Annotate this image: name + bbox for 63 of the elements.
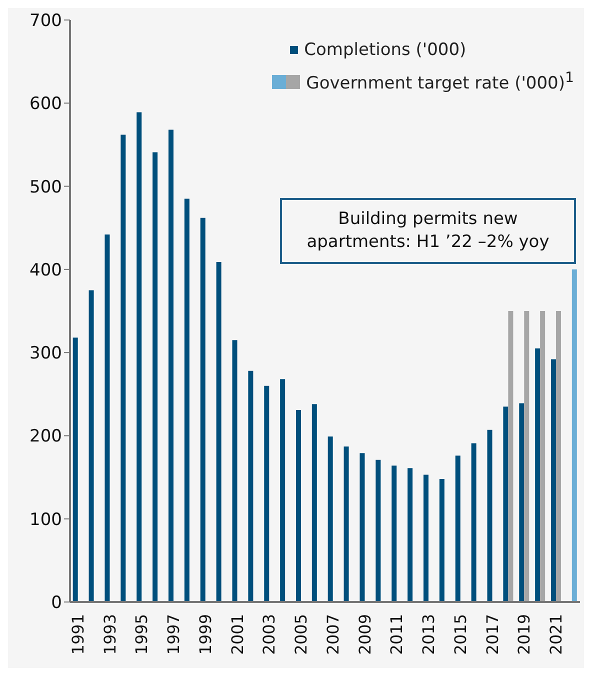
bar [503, 406, 508, 602]
bar [392, 466, 397, 602]
x-tick-label: 1999 [196, 614, 215, 655]
y-tick-label: 0 [51, 593, 62, 614]
x-tick-label: 1997 [164, 614, 184, 655]
bar [120, 134, 126, 602]
x-tick-label: 1993 [100, 614, 120, 655]
y-tick-label: 200 [30, 426, 62, 447]
bar [487, 430, 492, 602]
bar [184, 198, 190, 602]
y-tick-label: 300 [30, 344, 62, 364]
bar [540, 311, 546, 602]
y-tick-label: 600 [30, 94, 62, 114]
legend-label: Completions ('000) [304, 40, 466, 60]
bar [408, 468, 413, 602]
bar [200, 218, 206, 602]
bar [104, 234, 110, 602]
bar [524, 311, 530, 602]
bar [471, 443, 476, 602]
x-tick-label: 2005 [292, 614, 311, 655]
bar [376, 460, 381, 602]
bar [328, 436, 333, 602]
bar [72, 338, 78, 602]
legend-label: Government target rate ('000)$^{1}$ [306, 70, 574, 94]
bar [168, 130, 174, 602]
bar [535, 348, 540, 602]
bar [280, 379, 286, 602]
y-tick-label: 400 [30, 260, 62, 280]
bar [556, 311, 561, 602]
bar [88, 290, 94, 602]
bar [232, 340, 238, 602]
x-tick-label: 2003 [260, 614, 279, 655]
bar [312, 404, 317, 602]
x-tick-label: 2001 [228, 614, 247, 655]
annotation: Building permits new apartments: H1 ’22 –2% yoy [280, 198, 576, 264]
y-tick-label: 500 [30, 177, 62, 198]
x-tick-label: 2021 [546, 614, 566, 655]
x-tick-label: 1991 [68, 614, 88, 655]
bar [423, 474, 428, 602]
bar [519, 403, 524, 602]
x-tick-label: 2007 [323, 614, 342, 655]
x-tick-label: 2017 [482, 614, 502, 655]
bar [296, 410, 301, 602]
x-tick-label: 2009 [355, 614, 374, 655]
bar [360, 453, 365, 602]
bar [439, 478, 444, 602]
bar [216, 262, 222, 602]
bar [152, 152, 158, 602]
bar [344, 446, 349, 602]
x-tick-label: 2019 [514, 614, 534, 655]
bar [508, 311, 514, 602]
x-tick-label: 1995 [132, 614, 152, 655]
bar [264, 386, 270, 602]
bar [136, 112, 142, 602]
y-tick-label: 700 [30, 11, 62, 32]
x-tick-label: 2015 [450, 614, 470, 655]
bar [248, 370, 254, 602]
bar [455, 456, 460, 602]
x-tick-label: 2013 [419, 614, 438, 655]
bar [572, 269, 577, 602]
x-tick-label: 2011 [387, 614, 406, 655]
bar [550, 359, 556, 602]
y-tick-label: 100 [30, 510, 62, 530]
